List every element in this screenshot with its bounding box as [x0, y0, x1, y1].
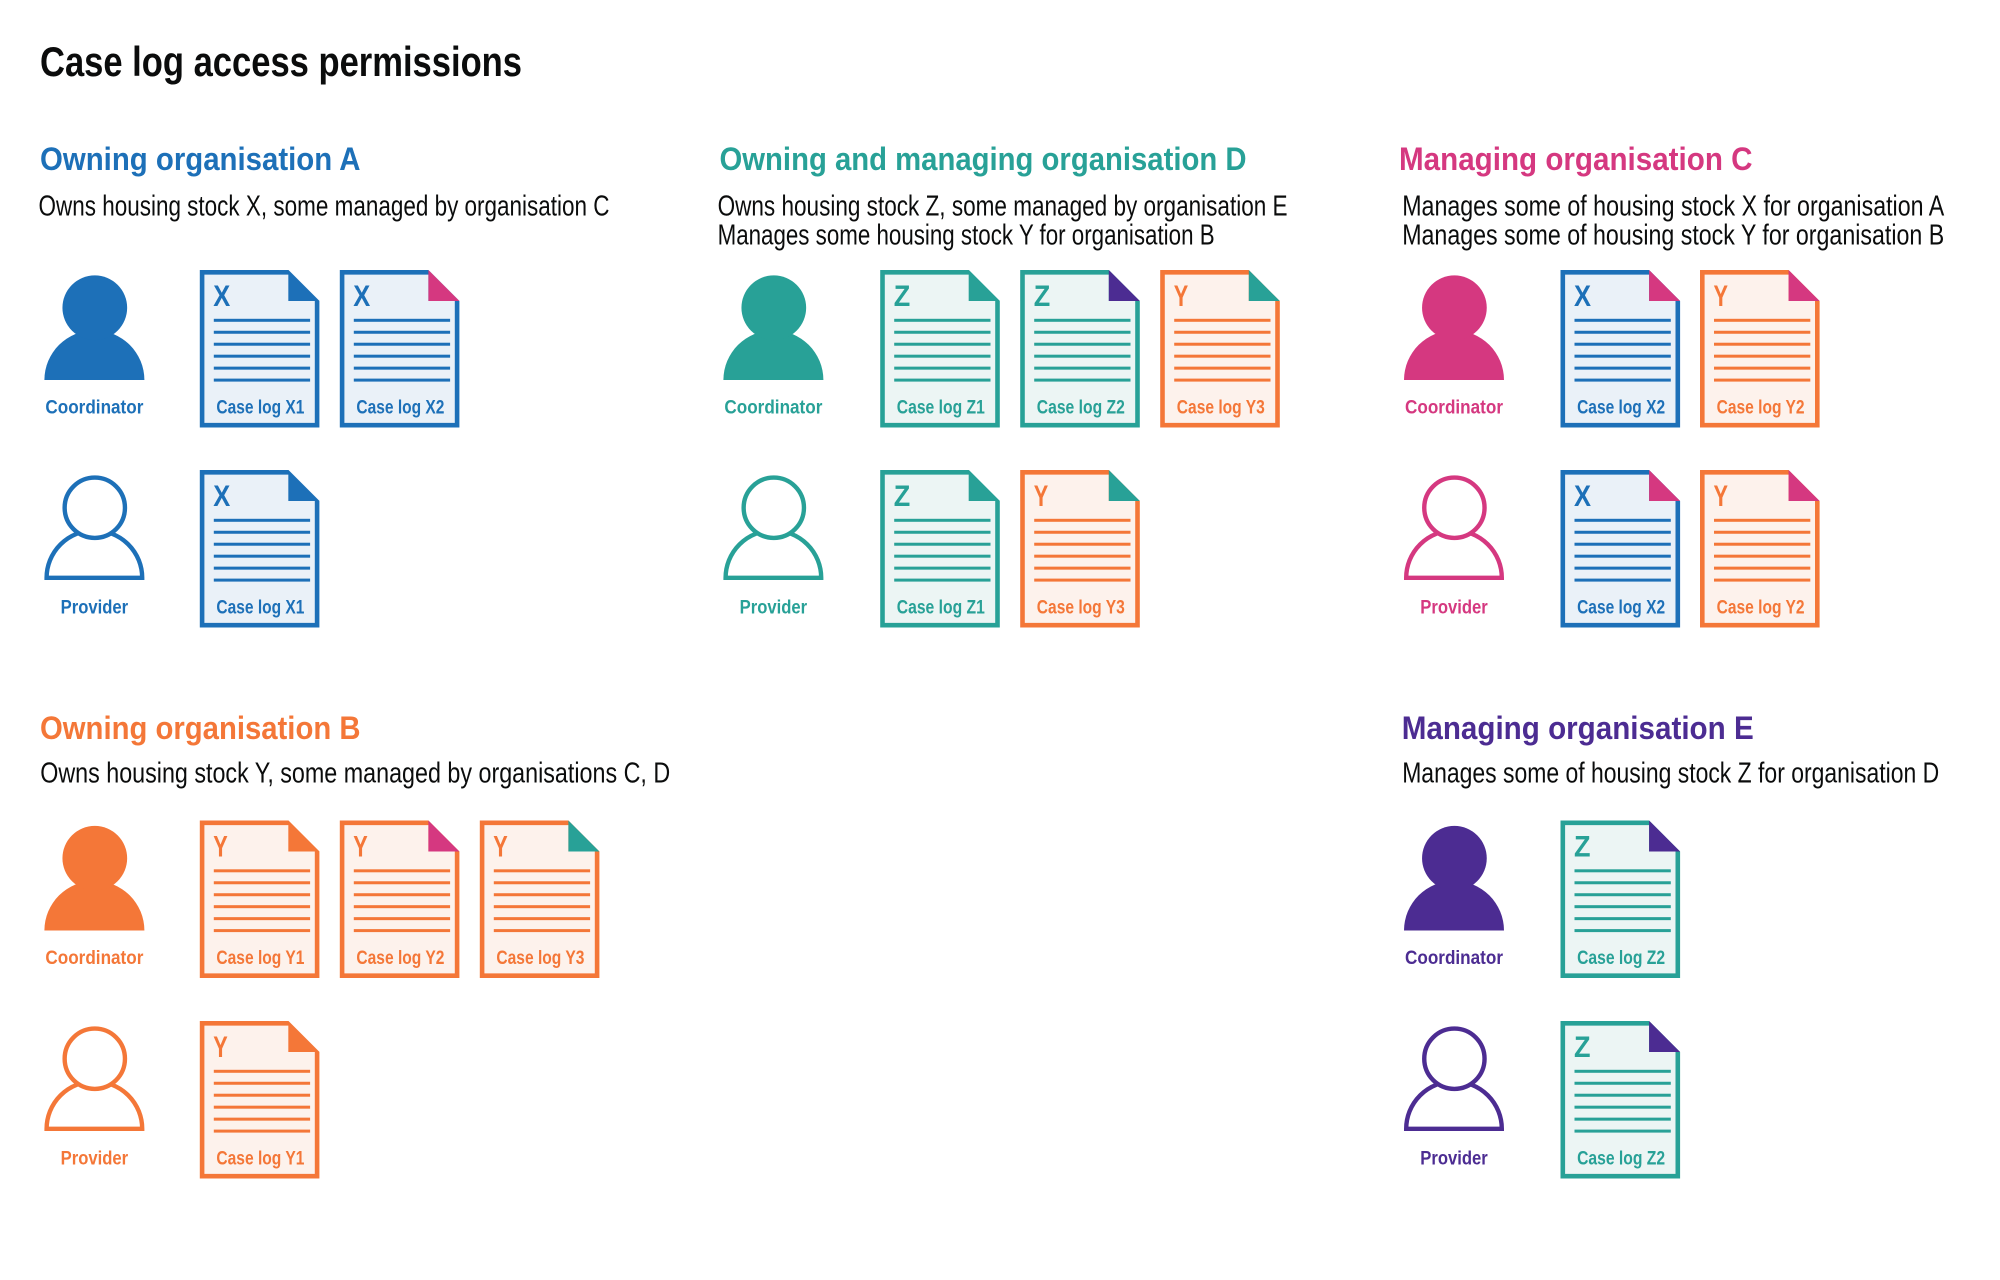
svg-text:Case log X1: Case log X1 — [216, 396, 304, 418]
svg-text:Managing organisation E: Managing organisation E — [1402, 710, 1754, 746]
svg-text:Case log Y3: Case log Y3 — [1037, 596, 1125, 618]
svg-text:Managing organisation C: Managing organisation C — [1399, 141, 1753, 177]
svg-text:Manages some of housing stock: Manages some of housing stock X for orga… — [1402, 191, 1945, 223]
svg-text:Case log Y3: Case log Y3 — [496, 947, 584, 969]
svg-text:Case log Y2: Case log Y2 — [1717, 596, 1805, 618]
svg-text:Case log X2: Case log X2 — [356, 396, 444, 418]
svg-text:Coordinator: Coordinator — [45, 947, 143, 969]
svg-text:Case log Y2: Case log Y2 — [356, 947, 444, 969]
svg-text:X: X — [213, 480, 230, 513]
svg-text:Provider: Provider — [1420, 596, 1488, 618]
svg-text:Coordinator: Coordinator — [724, 396, 822, 418]
svg-text:X: X — [1574, 480, 1591, 513]
svg-text:Case log access permissions: Case log access permissions — [40, 38, 522, 85]
svg-text:Coordinator: Coordinator — [1405, 947, 1503, 969]
svg-text:Y: Y — [1714, 280, 1729, 313]
svg-text:Y: Y — [1174, 280, 1189, 313]
svg-text:Provider: Provider — [740, 596, 808, 618]
svg-text:Y: Y — [213, 1031, 228, 1064]
svg-text:Case log Z1: Case log Z1 — [897, 396, 985, 418]
svg-text:Z: Z — [1574, 1031, 1591, 1064]
svg-text:Provider: Provider — [61, 596, 129, 618]
svg-text:X: X — [213, 280, 230, 313]
svg-text:Case log Z2: Case log Z2 — [1577, 1147, 1665, 1169]
svg-text:Z: Z — [894, 480, 911, 513]
svg-text:Owns housing stock Z, some man: Owns housing stock Z, some managed by or… — [718, 191, 1288, 223]
svg-text:Owns housing stock Y, some man: Owns housing stock Y, some managed by or… — [40, 758, 670, 790]
svg-text:X: X — [353, 280, 370, 313]
svg-text:Case log X2: Case log X2 — [1577, 596, 1665, 618]
svg-text:Provider: Provider — [61, 1147, 129, 1169]
svg-text:Y: Y — [353, 830, 368, 863]
svg-text:Case log Z2: Case log Z2 — [1577, 947, 1665, 969]
svg-text:Y: Y — [213, 830, 228, 863]
svg-text:Case log Y1: Case log Y1 — [216, 947, 304, 969]
svg-text:Case log Y2: Case log Y2 — [1717, 396, 1805, 418]
svg-text:Manages some of housing stock: Manages some of housing stock Y for orga… — [1402, 220, 1944, 252]
svg-text:Y: Y — [1034, 480, 1049, 513]
svg-text:Manages some of housing stock: Manages some of housing stock Z for orga… — [1402, 758, 1939, 790]
svg-text:Owning and managing organisati: Owning and managing organisation D — [720, 141, 1247, 177]
svg-text:Case log X2: Case log X2 — [1577, 396, 1665, 418]
svg-text:Case log Y3: Case log Y3 — [1177, 396, 1265, 418]
svg-text:Case log Y1: Case log Y1 — [216, 1147, 304, 1169]
svg-text:Y: Y — [1714, 480, 1729, 513]
svg-text:Z: Z — [894, 280, 911, 313]
svg-text:Case log X1: Case log X1 — [216, 596, 304, 618]
svg-text:Z: Z — [1034, 280, 1051, 313]
svg-text:Manages some housing stock Y f: Manages some housing stock Y for organis… — [718, 220, 1215, 252]
svg-text:Case log Z1: Case log Z1 — [897, 596, 985, 618]
svg-text:X: X — [1574, 280, 1591, 313]
svg-text:Z: Z — [1574, 830, 1591, 863]
svg-text:Owns housing stock X, some man: Owns housing stock X, some managed by or… — [39, 191, 610, 223]
svg-text:Provider: Provider — [1420, 1147, 1488, 1169]
svg-text:Case log Z2: Case log Z2 — [1037, 396, 1125, 418]
svg-text:Owning organisation B: Owning organisation B — [40, 710, 361, 746]
svg-text:Owning organisation A: Owning organisation A — [40, 141, 361, 177]
svg-text:Coordinator: Coordinator — [1405, 396, 1503, 418]
svg-text:Y: Y — [493, 830, 508, 863]
svg-text:Coordinator: Coordinator — [45, 396, 143, 418]
